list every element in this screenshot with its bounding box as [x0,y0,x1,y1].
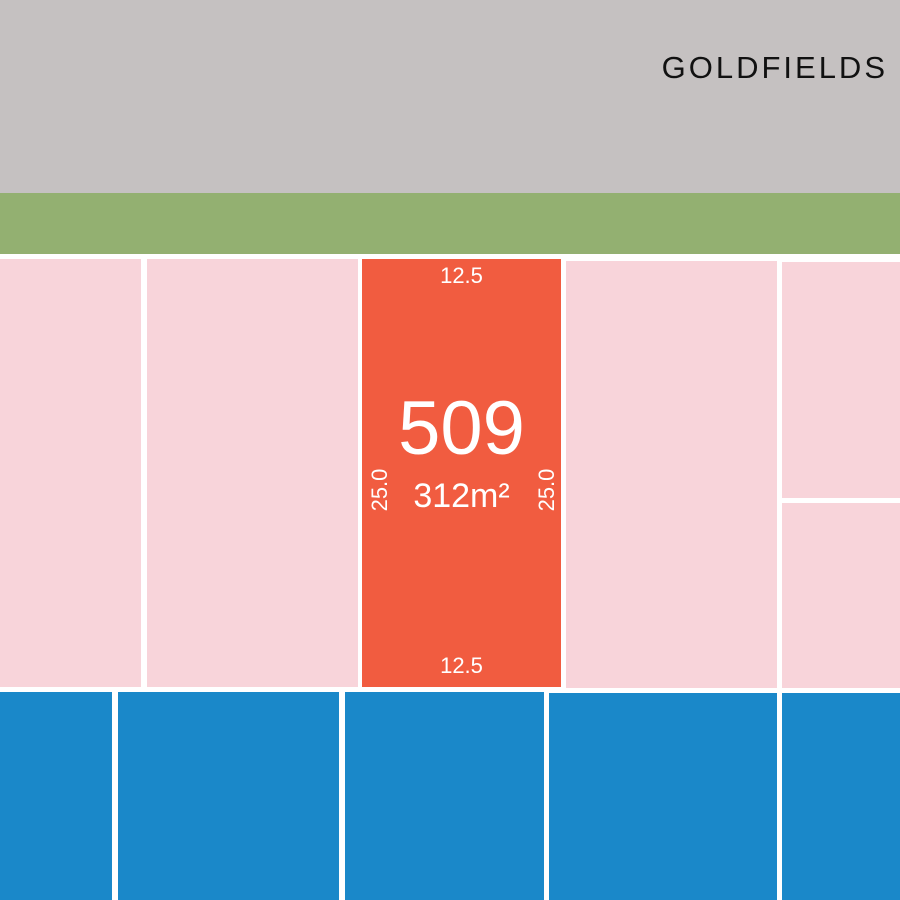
other-stage-lot[interactable] [345,692,544,900]
road: GOLDFIELDS [0,0,900,193]
green-verge [0,193,900,254]
neighbour-lot[interactable] [782,503,900,688]
other-stage-lot[interactable] [549,693,777,900]
street-name-label: GOLDFIELDS [661,50,888,85]
neighbour-lot[interactable] [0,259,141,687]
other-stage-lot[interactable] [782,693,900,900]
lot-area: 312m² [413,477,510,515]
other-stage-lot[interactable] [118,692,339,900]
neighbour-lot[interactable] [147,259,358,687]
neighbour-lot[interactable] [782,262,900,498]
neighbour-lot[interactable] [566,261,777,688]
other-stage-lot[interactable] [0,692,112,900]
lot-number: 509 [398,386,525,471]
frontage-bottom-dimension: 12.5 [440,653,483,678]
featured-lot-509[interactable]: 12.5 25.0 25.0 509 312m² 12.5 [362,259,561,687]
frontage-top-dimension: 12.5 [440,263,483,288]
